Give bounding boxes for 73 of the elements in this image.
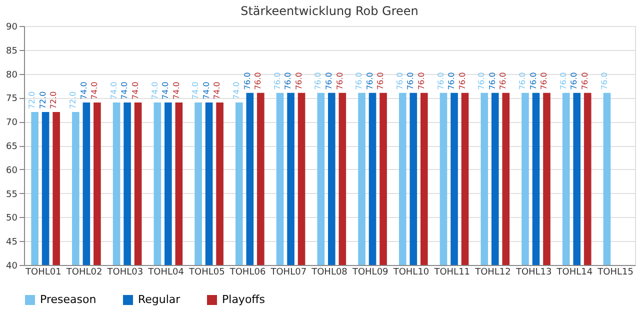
data-label: 76.0 (376, 72, 386, 90)
data-label: 76.0 (272, 72, 282, 90)
data-label: 76.0 (458, 72, 467, 90)
y-tick-label: 75 (6, 94, 18, 104)
data-label: 72.0 (68, 91, 78, 110)
x-tick-label: TOHL12 (474, 268, 511, 278)
x-tick-label: TOHL15 (596, 268, 634, 278)
legend-label: Preseason (40, 293, 96, 306)
y-tick-label: 70 (6, 118, 18, 128)
data-label: 76.0 (570, 72, 579, 90)
data-label: 74.0 (79, 82, 88, 100)
x-tick-label: TOHL09 (351, 268, 389, 278)
data-label: 74.0 (161, 82, 170, 100)
data-label: 76.0 (518, 72, 528, 90)
data-label: 76.0 (324, 72, 334, 90)
x-tick-label: TOHL01 (24, 268, 62, 278)
chart-title: Stärkeentwicklung Rob Green (240, 4, 418, 18)
data-label: 76.0 (314, 72, 323, 90)
y-tick-label: 65 (6, 142, 18, 152)
data-label: 74.0 (120, 82, 130, 100)
y-tick-label: 80 (6, 70, 18, 80)
x-tick-label: TOHL06 (228, 268, 266, 278)
data-label: 76.0 (600, 72, 609, 90)
legend-label: Playoffs (222, 293, 266, 306)
data-label: 76.0 (395, 72, 404, 90)
data-label: 76.0 (488, 72, 497, 90)
data-label: 76.0 (284, 72, 293, 90)
data-label: 76.0 (558, 72, 568, 90)
data-label: 76.0 (354, 72, 364, 90)
x-tick-label: TOHL10 (392, 268, 430, 278)
data-label: 76.0 (335, 72, 344, 90)
data-label: 76.0 (294, 72, 304, 90)
data-label: 72.0 (38, 91, 48, 110)
data-label: 74.0 (212, 82, 222, 100)
y-tick-label: 85 (6, 46, 18, 56)
data-label: 76.0 (365, 72, 374, 90)
x-tick-label: TOHL04 (147, 268, 184, 278)
data-label: 74.0 (130, 82, 140, 100)
data-label: 76.0 (447, 72, 456, 90)
data-label: 74.0 (191, 82, 200, 100)
x-tick-label: TOHL03 (106, 268, 144, 278)
y-tick-label: 60 (6, 166, 18, 176)
y-tick-label: 40 (6, 262, 18, 272)
data-label: 74.0 (109, 82, 118, 100)
y-tick-label: 55 (6, 190, 18, 200)
data-label: 76.0 (498, 72, 508, 90)
x-tick-label: TOHL11 (433, 268, 470, 278)
x-tick-label: TOHL07 (270, 268, 307, 278)
data-label: 76.0 (540, 72, 549, 90)
data-label: 74.0 (202, 82, 211, 100)
data-label: 72.0 (49, 91, 58, 110)
x-tick-label: TOHL05 (188, 268, 225, 278)
data-label: 76.0 (242, 72, 252, 90)
y-tick-label: 90 (6, 22, 18, 32)
x-tick-label: TOHL08 (310, 268, 348, 278)
data-label: 74.0 (90, 82, 100, 100)
legend-label: Regular (138, 293, 181, 306)
x-tick-label: TOHL02 (65, 268, 102, 278)
data-label: 76.0 (416, 72, 426, 90)
x-tick-label: TOHL13 (514, 268, 552, 278)
data-label: 74.0 (172, 82, 181, 100)
x-tick-label: TOHL14 (556, 268, 593, 278)
data-label: 72.0 (28, 91, 37, 110)
data-label: 76.0 (477, 72, 486, 90)
y-tick-label: 45 (6, 238, 18, 248)
data-label: 76.0 (254, 72, 263, 90)
data-label: 76.0 (406, 72, 416, 90)
data-label: 74.0 (150, 82, 160, 100)
data-label: 76.0 (528, 72, 538, 90)
data-label: 74.0 (232, 82, 242, 100)
data-label: 76.0 (436, 72, 446, 90)
y-tick-label: 50 (6, 214, 18, 224)
data-label: 76.0 (580, 72, 590, 90)
